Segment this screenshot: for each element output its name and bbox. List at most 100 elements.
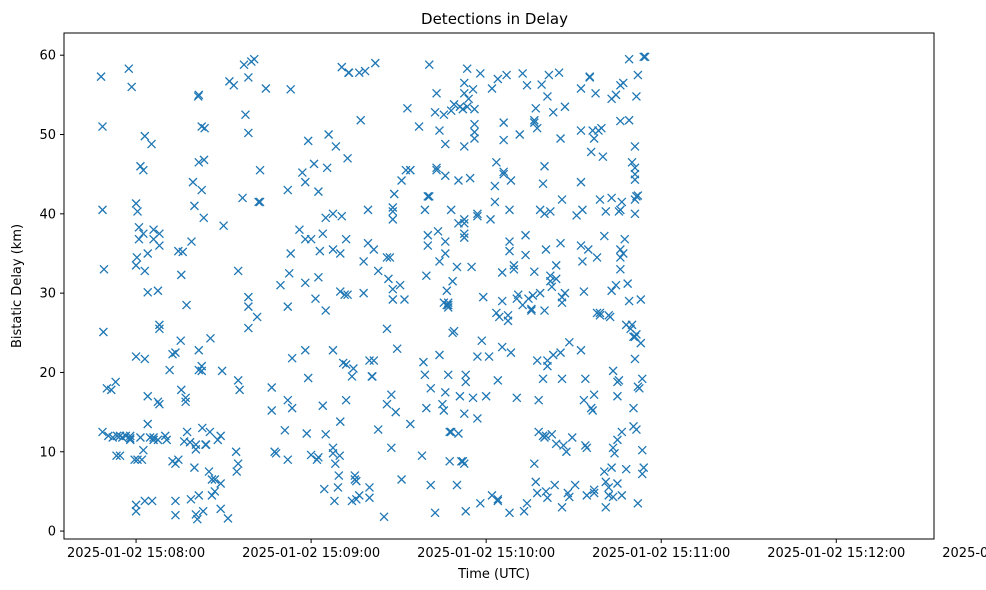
data-point bbox=[300, 177, 310, 187]
data-point bbox=[617, 427, 627, 437]
data-point bbox=[459, 214, 469, 224]
data-point bbox=[497, 268, 507, 277]
data-point bbox=[532, 356, 542, 366]
data-points bbox=[96, 52, 650, 524]
data-point bbox=[629, 403, 638, 413]
data-point bbox=[567, 433, 577, 442]
data-point bbox=[599, 231, 609, 241]
data-point bbox=[506, 176, 516, 185]
data-point bbox=[459, 409, 469, 419]
data-point bbox=[379, 512, 389, 522]
data-point bbox=[98, 427, 107, 437]
data-point bbox=[452, 262, 462, 272]
data-point bbox=[341, 395, 351, 405]
data-point bbox=[143, 287, 153, 297]
data-point bbox=[154, 241, 164, 251]
axes-frame bbox=[63, 32, 935, 540]
data-point bbox=[388, 284, 398, 294]
data-point bbox=[300, 278, 310, 288]
data-point bbox=[200, 123, 210, 133]
data-point bbox=[497, 342, 507, 352]
data-point bbox=[627, 157, 637, 167]
data-point bbox=[611, 280, 621, 290]
data-point bbox=[134, 234, 144, 244]
data-point bbox=[359, 288, 369, 298]
data-point bbox=[440, 171, 450, 181]
data-point bbox=[267, 383, 277, 392]
data-point bbox=[186, 494, 196, 504]
data-point bbox=[391, 407, 401, 417]
data-point bbox=[255, 165, 265, 175]
data-point bbox=[531, 477, 541, 487]
data-point bbox=[595, 195, 605, 205]
data-point bbox=[601, 206, 611, 216]
data-point bbox=[440, 237, 450, 247]
data-point bbox=[252, 312, 262, 322]
data-point bbox=[526, 304, 536, 314]
data-point bbox=[143, 249, 153, 258]
data-point bbox=[435, 126, 444, 136]
data-point bbox=[373, 425, 383, 435]
data-point bbox=[103, 431, 113, 441]
data-point bbox=[440, 249, 450, 258]
data-point bbox=[192, 514, 202, 524]
data-point bbox=[493, 74, 503, 84]
data-point bbox=[499, 118, 509, 128]
data-point bbox=[329, 496, 339, 506]
data-point bbox=[402, 103, 412, 113]
data-point bbox=[207, 490, 217, 500]
data-point bbox=[472, 211, 482, 221]
data-point bbox=[313, 187, 323, 197]
data-point bbox=[243, 72, 253, 82]
data-point bbox=[125, 435, 135, 445]
data-point bbox=[586, 403, 596, 413]
data-point bbox=[400, 295, 409, 304]
data-point bbox=[351, 476, 361, 486]
data-point bbox=[194, 90, 204, 100]
data-point bbox=[194, 490, 204, 500]
plot-area bbox=[63, 32, 935, 540]
data-point bbox=[432, 165, 442, 175]
data-point bbox=[365, 493, 374, 503]
data-point bbox=[542, 361, 552, 371]
data-point bbox=[633, 70, 643, 80]
data-point bbox=[630, 175, 640, 185]
data-point bbox=[198, 506, 208, 516]
data-point bbox=[615, 252, 625, 262]
data-point bbox=[365, 356, 374, 366]
data-point bbox=[111, 377, 121, 387]
data-point bbox=[382, 324, 392, 334]
data-point bbox=[115, 451, 125, 461]
data-point bbox=[576, 126, 586, 136]
data-point bbox=[453, 429, 463, 438]
data-point bbox=[617, 197, 627, 207]
data-point bbox=[430, 508, 440, 518]
data-point bbox=[417, 451, 427, 461]
data-point bbox=[440, 387, 450, 397]
data-point bbox=[545, 276, 555, 286]
data-point bbox=[102, 383, 112, 393]
data-point bbox=[445, 427, 455, 437]
data-point bbox=[610, 448, 619, 458]
data-point bbox=[333, 482, 343, 492]
data-point bbox=[462, 64, 472, 74]
data-point bbox=[529, 459, 539, 469]
data-point bbox=[280, 425, 290, 435]
data-point bbox=[426, 480, 436, 490]
data-point bbox=[170, 510, 180, 520]
data-point bbox=[443, 298, 453, 308]
data-point bbox=[370, 58, 380, 68]
data-point bbox=[420, 205, 430, 215]
data-point bbox=[519, 506, 529, 516]
data-point bbox=[637, 374, 647, 384]
data-point bbox=[360, 66, 370, 76]
data-point bbox=[535, 288, 545, 298]
data-point bbox=[542, 91, 552, 101]
data-point bbox=[470, 119, 479, 129]
data-point bbox=[98, 205, 107, 215]
data-point bbox=[205, 427, 215, 437]
data-point bbox=[341, 360, 351, 369]
data-point bbox=[589, 134, 599, 143]
data-point bbox=[311, 294, 320, 304]
data-point bbox=[631, 329, 641, 339]
